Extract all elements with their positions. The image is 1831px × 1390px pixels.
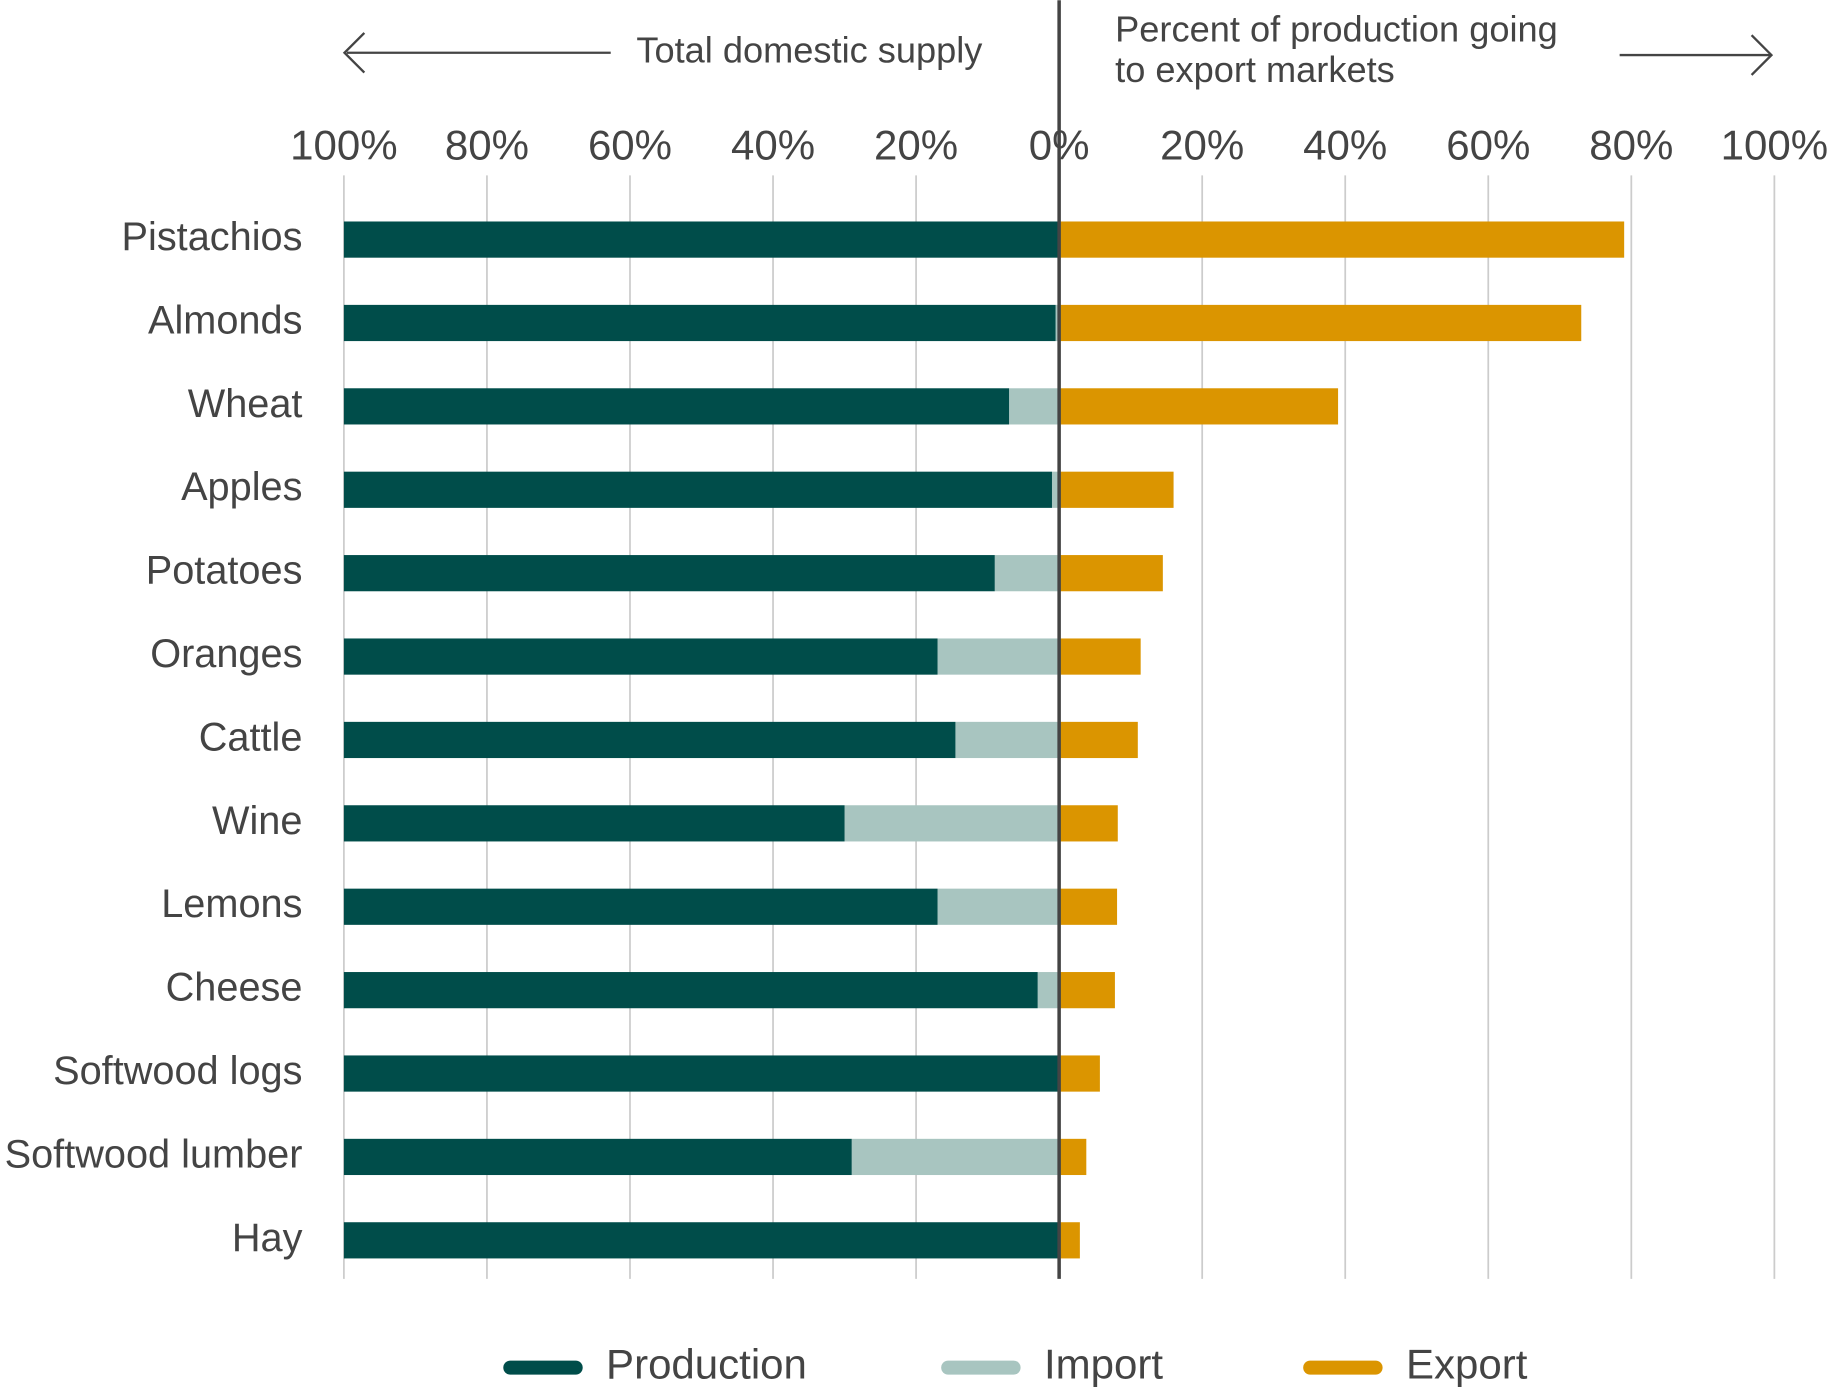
left-arrow-head	[342, 32, 366, 74]
bar-segment	[1059, 972, 1115, 1009]
bar-segment	[1059, 555, 1163, 592]
x-tick-label: 20%	[874, 122, 958, 169]
category-label: Apples	[181, 465, 302, 509]
right-header-line: Percent of production going	[1115, 8, 1558, 49]
legend-label: Export	[1406, 1341, 1528, 1388]
category-label: Almonds	[148, 298, 302, 342]
bar-segment	[1059, 805, 1118, 842]
x-tick-label: 100%	[290, 122, 397, 169]
bar-segment	[1051, 471, 1060, 508]
bar-segment	[937, 888, 1060, 925]
bar-segment	[1059, 471, 1174, 508]
x-tick-label: 80%	[445, 122, 529, 169]
right-header-line: to export markets	[1115, 49, 1395, 90]
bar-segment	[1059, 304, 1582, 342]
category-label: Potatoes	[146, 549, 303, 593]
category-label: Cattle	[199, 715, 303, 759]
x-tick-label: 40%	[1303, 122, 1387, 169]
category-label: Lemons	[161, 882, 302, 926]
bar-segment	[1059, 388, 1339, 425]
bar-segment	[1055, 304, 1060, 342]
bar-segment	[343, 221, 1060, 258]
left-header: Total domestic supply	[636, 29, 983, 70]
category-label: Pistachios	[122, 215, 303, 259]
x-tick-label: 100%	[1721, 122, 1828, 169]
category-label: Softwood lumber	[5, 1132, 303, 1176]
bar-segment	[1059, 1222, 1080, 1259]
bar-segment	[1009, 388, 1060, 425]
bar-segment	[343, 1222, 1060, 1259]
bar-segment	[343, 888, 938, 925]
bar-segment	[994, 555, 1060, 592]
bar-segment	[1059, 1138, 1087, 1176]
bar-segment	[851, 1138, 1060, 1176]
x-tick-label: 60%	[1446, 122, 1530, 169]
legend-label: Production	[606, 1341, 807, 1388]
category-label: Wine	[212, 799, 302, 843]
bar-segment	[343, 805, 845, 842]
bar-segment	[937, 638, 1060, 675]
bar-segment	[844, 805, 1060, 842]
bar-segment	[343, 388, 1010, 425]
category-label: Wheat	[188, 382, 303, 426]
bar-segment	[1059, 1055, 1100, 1092]
category-label: Cheese	[166, 966, 303, 1010]
bar-segment	[1037, 972, 1060, 1009]
x-tick-label: 20%	[1160, 122, 1244, 169]
bar-segment	[343, 972, 1038, 1009]
bar-segment	[343, 1055, 1060, 1092]
right-arrow-head	[1750, 34, 1774, 76]
category-label: Oranges	[150, 632, 302, 676]
bar-segment	[1059, 221, 1625, 258]
category-label: Softwood logs	[53, 1049, 302, 1093]
x-tick-label: 80%	[1589, 122, 1673, 169]
x-tick-label: 60%	[588, 122, 672, 169]
legend-label: Import	[1044, 1341, 1163, 1388]
header: Total domestic supply Percent of product…	[342, 8, 1774, 90]
bar-segment	[343, 304, 1056, 342]
bar-segment	[1059, 638, 1141, 675]
bar-segment	[343, 555, 995, 592]
bar-segment	[343, 638, 938, 675]
bar-segment	[343, 721, 956, 759]
x-tick-label: 40%	[731, 122, 815, 169]
bar-segment	[1059, 888, 1118, 925]
bar-segment	[343, 1138, 852, 1176]
bar-segment	[1059, 721, 1138, 759]
bar-segment	[955, 721, 1060, 759]
category-label: Hay	[232, 1216, 303, 1260]
bar-segment	[343, 471, 1052, 508]
